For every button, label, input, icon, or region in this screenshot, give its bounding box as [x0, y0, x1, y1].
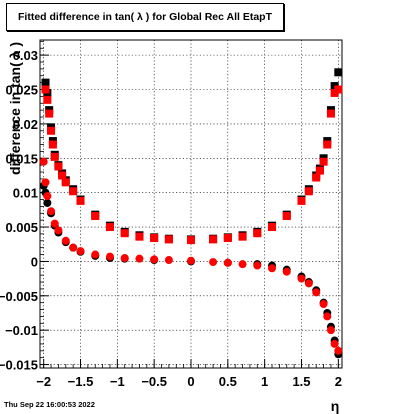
- square-marker-s1: [45, 109, 54, 118]
- grid-lines: [40, 40, 342, 368]
- circle-marker-s3: [54, 226, 63, 235]
- x-tick-label: −1.5: [68, 374, 94, 389]
- x-tick-label: 0.5: [219, 374, 237, 389]
- y-tick-label: 0.025: [5, 83, 38, 98]
- y-axis-label: difference in tan( λ ): [7, 42, 23, 175]
- circle-marker-s3: [304, 279, 313, 288]
- square-marker-s1: [105, 223, 114, 232]
- square-marker-s1: [135, 232, 144, 241]
- circle-marker-s3: [91, 250, 100, 259]
- chart-title: Fitted difference in tan( λ ) for Global…: [6, 3, 284, 31]
- data-markers: [39, 68, 343, 359]
- circle-marker-s3: [187, 256, 195, 265]
- y-tick-label: 0.02: [13, 117, 38, 132]
- circle-marker-s3: [47, 207, 56, 216]
- circle-marker-s3: [135, 254, 144, 263]
- square-marker-s1: [187, 236, 195, 245]
- circle-marker-s3: [41, 178, 50, 187]
- circle-marker-s3: [105, 252, 114, 261]
- circle-marker-s3: [253, 261, 262, 270]
- circle-marker-s3: [297, 274, 306, 283]
- y-tick-label: 0.03: [13, 48, 38, 63]
- circle-marker-s3: [150, 255, 159, 264]
- square-marker-s1: [69, 187, 78, 196]
- square-marker-s1: [47, 126, 56, 135]
- circle-marker-s3: [334, 346, 343, 355]
- square-marker-s1: [238, 232, 247, 241]
- x-tick-label: −1: [110, 374, 125, 389]
- circle-marker-s3: [120, 253, 129, 262]
- square-marker-s1: [315, 166, 324, 175]
- square-marker-s1: [41, 85, 50, 94]
- square-marker-s0: [334, 68, 343, 77]
- circle-marker-s3: [330, 339, 339, 348]
- x-tick-label: 0: [187, 374, 194, 389]
- y-tick-label: −0.01: [5, 323, 38, 338]
- square-marker-s1: [76, 196, 85, 205]
- circle-marker-s3: [312, 288, 321, 297]
- circle-marker-s3: [39, 157, 48, 166]
- x-tick-label: −0.5: [141, 374, 167, 389]
- square-marker-s1: [223, 234, 232, 243]
- y-tick-label: 0: [31, 254, 38, 269]
- circle-marker-s3: [209, 258, 218, 267]
- axis-ticks: [40, 40, 339, 368]
- circle-marker-s3: [76, 247, 85, 256]
- square-marker-s1: [58, 171, 67, 180]
- square-marker-s1: [297, 196, 306, 205]
- circle-marker-s3: [69, 243, 78, 252]
- circle-marker-s3: [268, 264, 277, 273]
- circle-marker-s3: [61, 236, 70, 245]
- square-marker-s1: [326, 109, 335, 118]
- square-marker-s1: [61, 178, 70, 187]
- timestamp: Thu Sep 22 16:00:53 2022: [4, 400, 95, 409]
- x-tick-label: 1: [261, 374, 268, 389]
- y-tick-label: 0.015: [5, 151, 38, 166]
- y-tick-label: −0.015: [0, 358, 38, 373]
- circle-marker-s3: [326, 326, 335, 335]
- circle-marker-s3: [282, 267, 291, 276]
- circle-marker-s3: [323, 312, 332, 321]
- square-marker-s1: [164, 235, 173, 244]
- y-tick-label: 0.005: [5, 220, 38, 235]
- circle-marker-s3: [164, 256, 173, 265]
- circle-marker-s2: [43, 198, 52, 207]
- square-marker-s1: [312, 173, 321, 182]
- x-tick-label: 2: [335, 374, 342, 389]
- y-tick-label: 0.01: [13, 186, 38, 201]
- x-tick-label: −2: [36, 374, 51, 389]
- square-marker-s1: [334, 85, 343, 94]
- circle-marker-s3: [50, 219, 59, 228]
- square-marker-s1: [150, 234, 159, 243]
- square-marker-s1: [323, 140, 332, 149]
- square-marker-s1: [319, 157, 328, 166]
- square-marker-s1: [91, 212, 100, 221]
- square-marker-s1: [50, 152, 59, 161]
- circle-marker-s3: [223, 258, 232, 267]
- square-marker-s1: [268, 223, 277, 232]
- square-marker-s1: [209, 235, 218, 244]
- y-tick-label: −0.005: [0, 289, 38, 304]
- square-marker-s1: [43, 95, 52, 104]
- square-marker-s1: [120, 229, 129, 238]
- square-marker-s0: [41, 78, 50, 87]
- square-marker-s1: [304, 187, 313, 196]
- square-marker-s1: [48, 140, 57, 149]
- tick-labels: −2 −1.5 −1 −0.5 0 0.5 1 1.5 2 −0.015 −0.01 −0.005 0 0…: [0, 48, 342, 389]
- circle-marker-s3: [238, 260, 247, 269]
- square-marker-s1: [282, 212, 291, 221]
- circle-marker-s3: [319, 300, 328, 309]
- square-marker-s1: [253, 229, 262, 238]
- circle-marker-s3: [43, 192, 52, 201]
- square-marker-s1: [54, 162, 63, 171]
- x-axis-label: η: [331, 398, 340, 414]
- x-tick-label: 1.5: [292, 374, 310, 389]
